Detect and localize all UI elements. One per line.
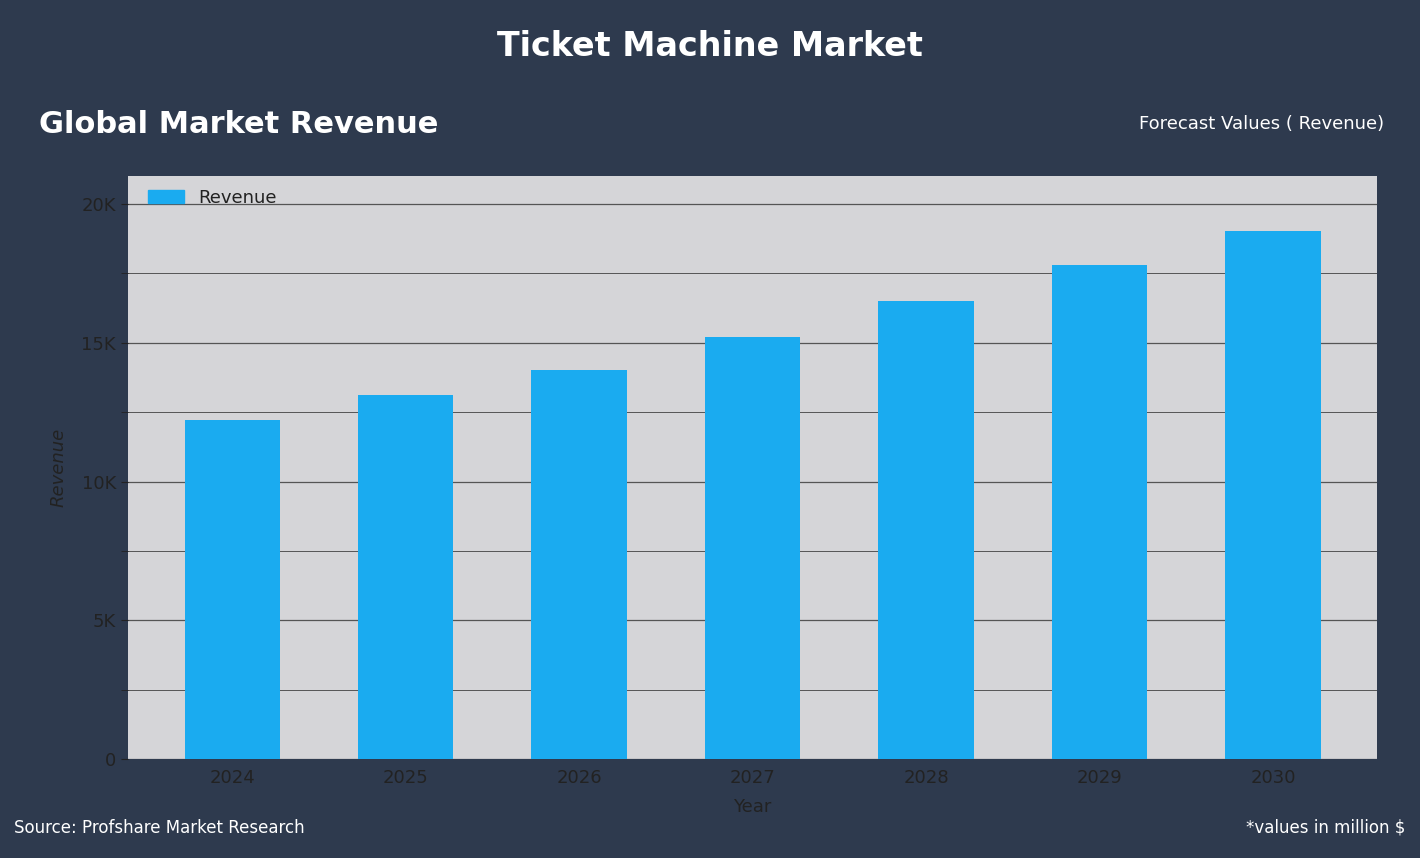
Bar [704, 337, 801, 759]
Legend: Revenue: Revenue [141, 182, 284, 214]
Text: *values in million $: *values in million $ [1247, 819, 1406, 837]
X-axis label: Year: Year [733, 798, 772, 816]
Y-axis label: Revenue: Revenue [50, 428, 68, 507]
Bar [879, 301, 974, 759]
Text: Forecast Values ( Revenue): Forecast Values ( Revenue) [1139, 116, 1384, 133]
Text: Ticket Machine Market: Ticket Machine Market [497, 30, 923, 63]
Bar [531, 371, 626, 759]
Bar [1225, 232, 1321, 759]
Text: Global Market Revenue: Global Market Revenue [40, 110, 439, 139]
Bar [1052, 265, 1147, 759]
Bar [358, 396, 453, 759]
Bar [185, 420, 280, 759]
Text: Source: Profshare Market Research: Source: Profshare Market Research [14, 819, 305, 837]
